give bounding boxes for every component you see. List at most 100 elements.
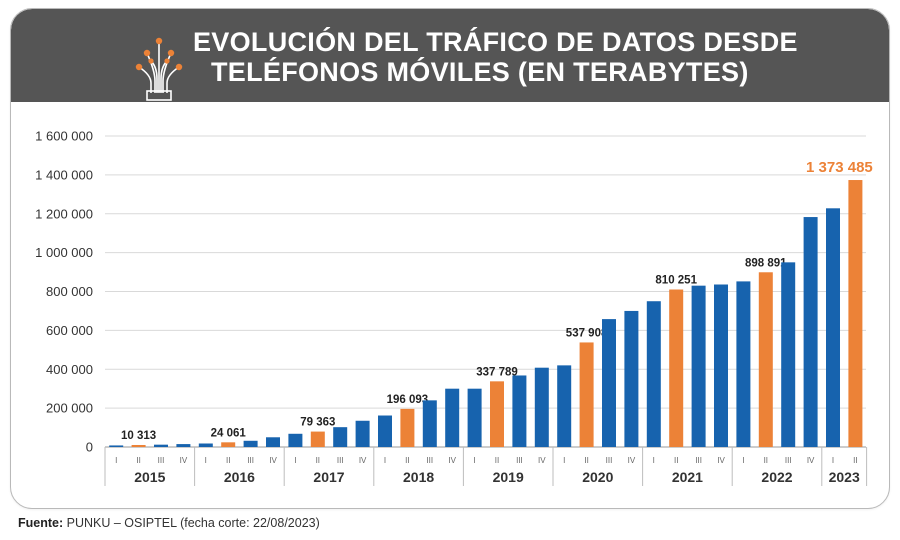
source-text: PUNKU – OSIPTEL (fecha corte: 22/08/2023… — [66, 516, 320, 530]
bar — [646, 301, 661, 447]
quarter-tick-label: IV — [359, 456, 367, 465]
bar — [467, 388, 482, 447]
quarter-tick-label: I — [653, 456, 655, 465]
bar — [131, 444, 146, 447]
quarter-tick-label: I — [742, 456, 744, 465]
bar — [758, 272, 773, 447]
bar — [490, 381, 504, 447]
bar — [669, 289, 684, 447]
quarter-tick-label: I — [205, 456, 207, 465]
data-label: 10 313 — [121, 430, 156, 442]
y-tick-label: 1 000 000 — [35, 245, 93, 260]
data-label: 537 908 — [566, 327, 608, 339]
y-tick-label: 200 000 — [46, 401, 93, 416]
quarter-tick-label: III — [247, 456, 254, 465]
y-tick-label: 1 600 000 — [35, 129, 93, 144]
bar — [400, 408, 415, 447]
year-label: 2017 — [313, 469, 344, 485]
bar — [221, 442, 236, 447]
bar — [781, 262, 796, 447]
quarter-tick-label: I — [832, 456, 834, 465]
quarter-tick-label: I — [473, 456, 475, 465]
bar — [736, 281, 751, 447]
quarter-tick-label: IV — [448, 456, 456, 465]
bar — [803, 217, 818, 447]
quarter-tick-label: III — [158, 456, 165, 465]
quarter-tick-label: III — [695, 456, 702, 465]
bar — [826, 208, 840, 447]
year-label: 2020 — [582, 469, 613, 485]
data-label: 196 093 — [387, 394, 429, 406]
quarter-tick-label: III — [516, 456, 523, 465]
quarter-tick-label: II — [764, 456, 768, 465]
bar — [198, 443, 213, 447]
chart-title-line-2: TELÉFONOS MÓVILES (EN TERABYTES) — [211, 57, 749, 87]
y-tick-label: 1 200 000 — [35, 206, 93, 221]
quarter-tick-label: IV — [269, 456, 277, 465]
quarter-tick-label: III — [426, 456, 433, 465]
bar — [445, 388, 460, 447]
bar — [848, 180, 863, 447]
bar — [378, 415, 392, 447]
quarter-tick-label: III — [785, 456, 792, 465]
fiber-optic-icon — [135, 37, 183, 101]
y-tick-label: 400 000 — [46, 362, 93, 377]
bar — [154, 444, 168, 447]
quarter-tick-label: I — [563, 456, 565, 465]
quarter-tick-label: II — [495, 456, 499, 465]
data-label: 24 061 — [211, 427, 247, 439]
bar — [422, 400, 437, 447]
data-label: 898 891 — [745, 257, 787, 269]
bar — [266, 437, 280, 447]
year-label: 2022 — [761, 469, 792, 485]
quarter-tick-label: IV — [180, 456, 188, 465]
quarter-tick-label: II — [584, 456, 588, 465]
bar — [624, 310, 639, 447]
bar — [109, 445, 124, 447]
quarter-tick-label: II — [405, 456, 409, 465]
bar — [557, 365, 572, 447]
year-label: 2015 — [134, 469, 165, 485]
quarter-tick-label: II — [853, 456, 857, 465]
year-label: 2018 — [403, 469, 434, 485]
chart-title-line-1: EVOLUCIÓN DEL TRÁFICO DE DATOS DESDE — [193, 27, 798, 57]
bar — [512, 375, 527, 447]
quarter-tick-label: II — [226, 456, 230, 465]
quarter-tick-label: II — [316, 456, 320, 465]
quarter-tick-label: IV — [538, 456, 546, 465]
bar — [691, 285, 706, 447]
chart-title: EVOLUCIÓN DEL TRÁFICO DE DATOS DESDE TEL… — [193, 27, 833, 87]
quarter-tick-label: II — [674, 456, 678, 465]
quarter-tick-label: IV — [807, 456, 815, 465]
quarter-tick-label: I — [115, 456, 117, 465]
bar — [176, 444, 191, 447]
quarter-tick-label: I — [384, 456, 386, 465]
source-label: Fuente: — [18, 516, 64, 530]
bar — [714, 284, 728, 447]
year-label: 2023 — [829, 469, 860, 485]
bar — [333, 427, 348, 447]
year-label: 2019 — [493, 469, 524, 485]
bar — [534, 367, 549, 447]
bar — [579, 342, 594, 447]
data-label: 337 789 — [476, 366, 518, 378]
quarter-tick-label: IV — [717, 456, 725, 465]
quarter-tick-label: I — [294, 456, 296, 465]
source-note: Fuente: PUNKU – OSIPTEL (fecha corte: 22… — [18, 516, 320, 530]
year-label: 2021 — [672, 469, 703, 485]
quarter-tick-label: III — [606, 456, 613, 465]
quarter-tick-label: IV — [628, 456, 636, 465]
quarter-tick-label: III — [337, 456, 344, 465]
bar — [355, 420, 370, 447]
bar — [602, 319, 616, 447]
bar — [288, 433, 303, 447]
y-tick-label: 0 — [86, 440, 93, 455]
data-label: 810 251 — [655, 275, 697, 287]
y-tick-label: 800 000 — [46, 284, 93, 299]
data-label: 79 363 — [300, 417, 335, 429]
bar — [310, 431, 325, 447]
data-label: 1 373 485 — [806, 159, 873, 176]
y-tick-label: 600 000 — [46, 323, 93, 338]
year-label: 2016 — [224, 469, 255, 485]
y-tick-label: 1 400 000 — [35, 167, 93, 182]
